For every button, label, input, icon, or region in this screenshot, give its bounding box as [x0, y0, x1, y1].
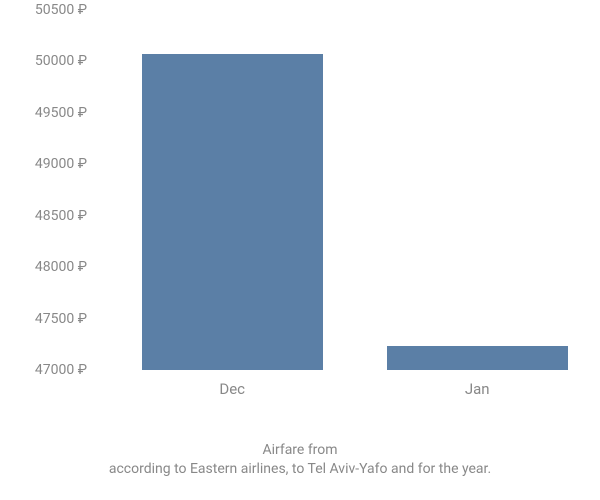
bar — [387, 346, 568, 370]
chart-caption: Airfare from according to Eastern airlin… — [0, 441, 600, 480]
y-tick-label: 50500 ₽ — [35, 2, 87, 18]
y-tick-label: 49000 ₽ — [35, 156, 87, 172]
y-tick-label: 50000 ₽ — [35, 53, 87, 69]
y-axis: 50500 ₽50000 ₽49500 ₽49000 ₽48500 ₽48000… — [0, 10, 95, 370]
chart-container: 50500 ₽ 50000 ₽ 49500 ₽ 49000 ₽ 48500 ₽ 48000… — [0, 0, 600, 420]
y-tick-label: 49500 ₽ — [35, 105, 87, 121]
caption-line-1: Airfare from — [40, 441, 560, 461]
caption-line-2: according to Eastern airlines, to Tel Av… — [40, 460, 560, 480]
x-axis: Dec Jan — [95, 380, 585, 410]
y-tick-label: 48000 ₽ — [35, 259, 87, 275]
x-tick-label: Jan — [465, 380, 490, 398]
y-tick-label: 48500 ₽ — [35, 208, 87, 224]
bar — [142, 54, 323, 370]
plot-area — [95, 10, 585, 370]
y-tick-label: 47500 ₽ — [35, 311, 87, 327]
y-tick-label: 47000 ₽ — [35, 362, 87, 378]
x-tick-label: Dec — [219, 380, 245, 398]
